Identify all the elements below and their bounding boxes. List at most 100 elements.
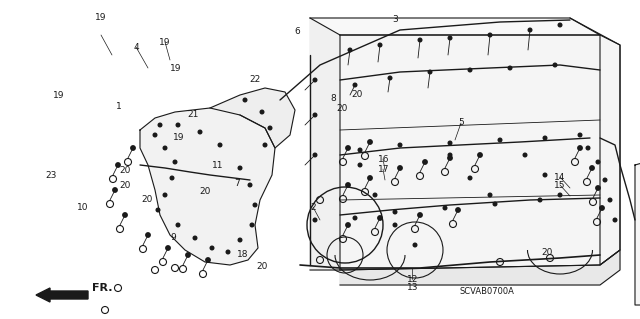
- Circle shape: [613, 218, 617, 222]
- Circle shape: [206, 258, 210, 262]
- Text: 20: 20: [119, 181, 131, 189]
- Circle shape: [166, 246, 170, 250]
- Circle shape: [153, 133, 157, 137]
- Circle shape: [456, 208, 460, 212]
- FancyArrow shape: [36, 288, 88, 302]
- Polygon shape: [340, 250, 620, 285]
- Circle shape: [443, 206, 447, 210]
- Circle shape: [448, 141, 452, 145]
- Circle shape: [448, 36, 452, 40]
- Polygon shape: [570, 18, 620, 265]
- Circle shape: [116, 163, 120, 167]
- Text: 5: 5: [458, 118, 463, 127]
- Text: 8: 8: [330, 94, 335, 103]
- Circle shape: [368, 140, 372, 144]
- Circle shape: [418, 213, 422, 217]
- Circle shape: [238, 238, 242, 242]
- Circle shape: [353, 216, 357, 220]
- Circle shape: [313, 218, 317, 222]
- Circle shape: [358, 148, 362, 152]
- Circle shape: [346, 183, 350, 187]
- Circle shape: [243, 98, 247, 102]
- Circle shape: [558, 23, 562, 27]
- Circle shape: [156, 208, 160, 212]
- Text: 1: 1: [116, 102, 121, 111]
- Text: 9: 9: [170, 233, 175, 242]
- Polygon shape: [340, 35, 620, 270]
- Circle shape: [348, 48, 352, 52]
- Circle shape: [193, 236, 197, 240]
- Circle shape: [176, 123, 180, 127]
- Circle shape: [543, 173, 547, 177]
- Text: SCVAB0700A: SCVAB0700A: [460, 287, 515, 296]
- Text: 19: 19: [159, 38, 171, 47]
- Text: 20: 20: [337, 104, 348, 113]
- Circle shape: [358, 163, 362, 167]
- Circle shape: [163, 193, 167, 197]
- Circle shape: [210, 246, 214, 250]
- Circle shape: [226, 250, 230, 254]
- Circle shape: [590, 166, 594, 170]
- Circle shape: [378, 43, 382, 47]
- Circle shape: [146, 233, 150, 237]
- Text: 19: 19: [170, 64, 181, 73]
- Circle shape: [176, 223, 180, 227]
- Text: 6: 6: [295, 27, 300, 36]
- Text: 20: 20: [351, 90, 363, 99]
- Text: 11: 11: [212, 161, 223, 170]
- Circle shape: [578, 133, 582, 137]
- Circle shape: [478, 153, 482, 157]
- Text: 19: 19: [53, 91, 65, 100]
- Circle shape: [493, 202, 497, 206]
- Circle shape: [553, 63, 557, 67]
- Circle shape: [198, 130, 202, 134]
- Circle shape: [346, 146, 350, 150]
- Circle shape: [368, 176, 372, 180]
- Circle shape: [313, 78, 317, 82]
- Text: 10: 10: [77, 203, 89, 212]
- Circle shape: [604, 178, 607, 182]
- Circle shape: [413, 243, 417, 247]
- Circle shape: [250, 223, 254, 227]
- Circle shape: [173, 160, 177, 164]
- Circle shape: [418, 38, 422, 42]
- Circle shape: [123, 213, 127, 217]
- Circle shape: [488, 193, 492, 197]
- Circle shape: [218, 143, 222, 147]
- Circle shape: [113, 188, 117, 192]
- Text: 2: 2: [311, 203, 316, 212]
- Circle shape: [170, 176, 174, 180]
- Polygon shape: [635, 138, 640, 305]
- Circle shape: [524, 153, 527, 157]
- Circle shape: [393, 223, 397, 227]
- Text: 16: 16: [378, 155, 390, 164]
- Text: 22: 22: [249, 75, 260, 84]
- Text: 20: 20: [199, 187, 211, 196]
- Text: 23: 23: [45, 171, 57, 180]
- Circle shape: [238, 166, 242, 170]
- Circle shape: [596, 160, 600, 164]
- Circle shape: [398, 143, 402, 147]
- Circle shape: [488, 33, 492, 37]
- Circle shape: [596, 186, 600, 190]
- Text: 13: 13: [407, 283, 419, 292]
- Circle shape: [388, 76, 392, 80]
- Circle shape: [313, 113, 317, 117]
- Circle shape: [448, 153, 452, 157]
- Circle shape: [608, 198, 612, 202]
- Text: 14: 14: [554, 173, 566, 182]
- Circle shape: [353, 83, 357, 87]
- Text: 21: 21: [188, 110, 199, 119]
- Text: 20: 20: [141, 195, 153, 204]
- Circle shape: [268, 126, 272, 130]
- Polygon shape: [310, 18, 600, 35]
- Circle shape: [186, 253, 190, 257]
- Text: FR.: FR.: [92, 283, 113, 293]
- Circle shape: [578, 146, 582, 150]
- Text: 18: 18: [237, 250, 249, 259]
- Polygon shape: [310, 18, 340, 270]
- Circle shape: [558, 193, 562, 197]
- Circle shape: [263, 143, 267, 147]
- Text: 20: 20: [257, 262, 268, 271]
- Circle shape: [586, 146, 590, 150]
